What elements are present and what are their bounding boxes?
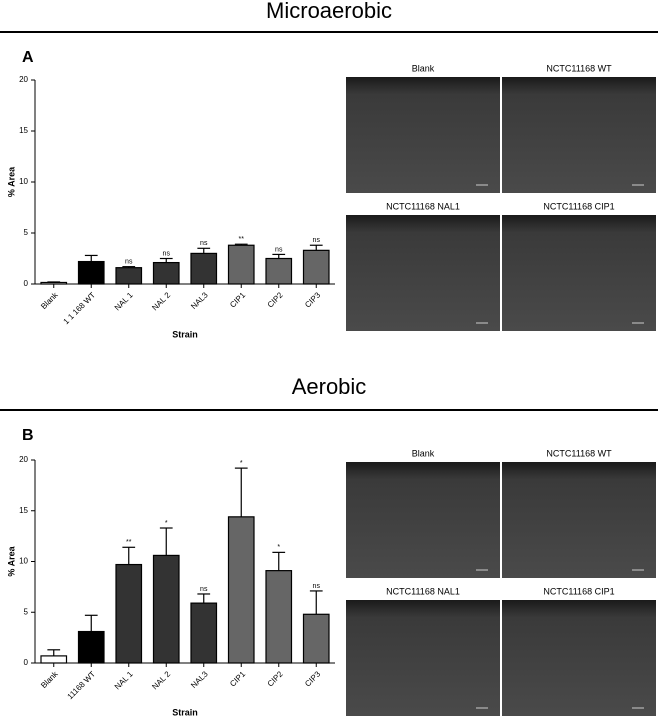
image-label: NCTC11168 CIP1: [543, 586, 614, 596]
x-tick-label: NAL 1: [113, 290, 135, 312]
significance-label: ns: [200, 240, 208, 247]
bar: [227, 244, 255, 285]
y-tick-label: 15: [19, 506, 28, 515]
significance-label: *: [240, 460, 243, 467]
bar: [40, 281, 68, 285]
bar: [190, 602, 218, 664]
x-axis-label: Strain: [172, 329, 198, 339]
significance-label: ns: [313, 237, 321, 244]
x-tick-label: CIP3: [303, 669, 322, 688]
bar: [152, 554, 180, 664]
y-axis-label: % Area: [6, 166, 16, 197]
bar: [115, 267, 143, 285]
significance-label: ns: [163, 250, 171, 257]
y-tick-label: 5: [24, 607, 29, 616]
bar: [77, 630, 105, 664]
x-tick-label: NAL3: [189, 669, 210, 690]
x-tick-label: NAL 2: [150, 669, 172, 691]
y-tick-label: 5: [24, 228, 29, 237]
y-tick-label: 20: [19, 75, 28, 84]
significance-label: ns: [200, 586, 208, 593]
x-tick-label: NAL 1: [113, 669, 135, 691]
x-tick-label: Blank: [39, 290, 60, 311]
significance-label: ns: [313, 583, 321, 590]
bar: [77, 260, 105, 285]
bar: [152, 261, 180, 285]
image-label: Blank: [412, 63, 435, 73]
y-tick-label: 10: [19, 557, 28, 566]
micrograph: [346, 462, 500, 578]
bar: [190, 252, 218, 285]
x-tick-label: CIP2: [266, 290, 285, 309]
image-label: NCTC11168 NAL1: [386, 586, 460, 596]
x-tick-label: NAL 2: [150, 290, 172, 312]
micrograph: [502, 462, 656, 578]
micrograph: [502, 600, 656, 716]
significance-label: **: [239, 236, 245, 243]
bar: [40, 655, 68, 664]
y-tick-label: 15: [19, 126, 28, 135]
panel-label: B: [22, 427, 34, 444]
significance-label: *: [165, 520, 168, 527]
image-label: Blank: [412, 448, 435, 458]
image-label: NCTC11168 WT: [546, 448, 612, 458]
significance-label: **: [126, 539, 132, 546]
significance-label: *: [277, 544, 280, 551]
bar: [265, 570, 293, 664]
micrograph: [502, 215, 656, 331]
y-tick-label: 0: [24, 279, 29, 288]
x-axis-label: Strain: [172, 707, 198, 717]
bar: [115, 563, 143, 664]
x-tick-label: 1 1 168 WT: [62, 290, 98, 326]
bar: [302, 613, 330, 664]
y-axis-label: % Area: [6, 545, 16, 576]
y-tick-label: 20: [19, 455, 28, 464]
micrograph: [346, 215, 500, 331]
section-title: Aerobic: [292, 374, 367, 399]
y-tick-label: 10: [19, 177, 28, 186]
x-tick-label: 11168 WT: [66, 669, 98, 701]
x-tick-label: Blank: [39, 669, 60, 690]
significance-label: ns: [125, 259, 133, 266]
x-tick-label: NAL3: [189, 290, 210, 311]
bar: [227, 516, 255, 664]
x-tick-label: CIP1: [228, 669, 247, 688]
micrograph: [502, 77, 656, 193]
y-tick-label: 0: [24, 658, 29, 667]
image-label: NCTC11168 CIP1: [543, 201, 614, 211]
image-label: NCTC11168 NAL1: [386, 201, 460, 211]
x-tick-label: CIP3: [303, 290, 322, 309]
significance-label: ns: [275, 246, 283, 253]
bar: [265, 257, 293, 285]
x-tick-label: CIP1: [228, 290, 247, 309]
panel-label: A: [22, 49, 34, 66]
image-label: NCTC11168 WT: [546, 63, 612, 73]
micrograph: [346, 600, 500, 716]
x-tick-label: CIP2: [266, 669, 285, 688]
section-title: Microaerobic: [266, 0, 392, 23]
bar: [302, 249, 330, 285]
micrograph: [346, 77, 500, 193]
